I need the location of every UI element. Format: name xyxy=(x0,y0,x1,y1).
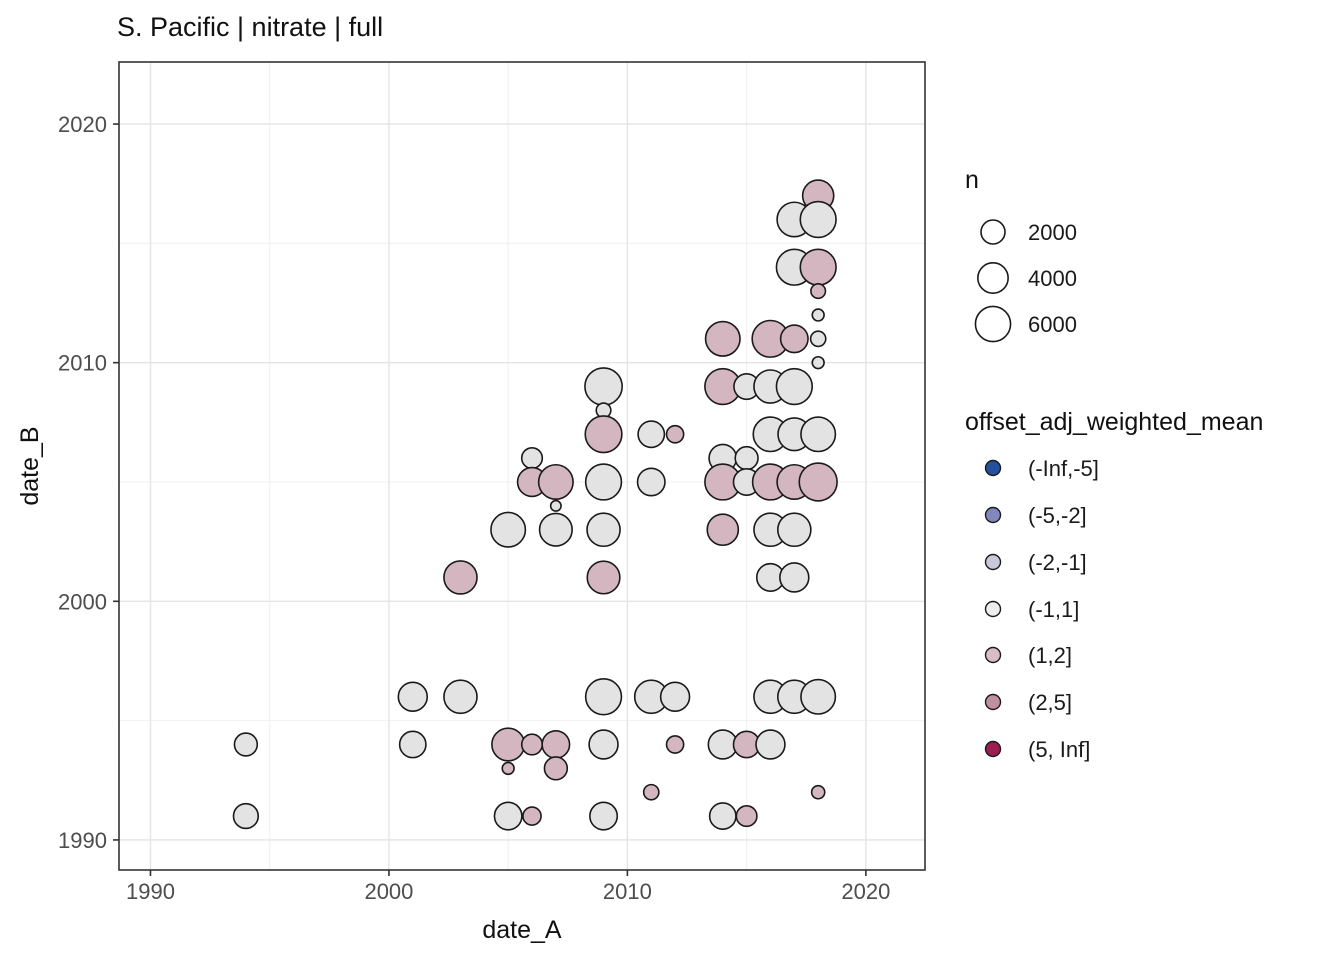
data-point xyxy=(636,467,666,497)
data-point xyxy=(704,320,741,357)
data-point xyxy=(810,784,826,800)
color-legend-label: (-5,-2] xyxy=(1028,503,1087,528)
data-point xyxy=(520,447,544,470)
data-point xyxy=(810,282,827,300)
x-axis-title: date_A xyxy=(482,916,562,944)
y-tick-label: 2010 xyxy=(58,351,107,376)
data-point xyxy=(549,499,562,512)
size-legend-swatch xyxy=(980,219,1006,245)
data-point xyxy=(799,200,837,239)
color-legend-swatch xyxy=(984,506,1002,524)
data-point xyxy=(397,681,429,713)
x-tick-label: 1990 xyxy=(126,879,175,904)
data-point xyxy=(586,512,621,548)
size-legend-swatch xyxy=(974,305,1012,343)
data-point xyxy=(588,729,619,760)
data-point xyxy=(584,367,623,406)
chart-title: S. Pacific | nitrate | full xyxy=(117,12,384,42)
data-point xyxy=(398,730,427,759)
color-legend-label: (-1,1] xyxy=(1028,597,1079,622)
data-point xyxy=(735,804,758,828)
data-point xyxy=(779,562,810,593)
y-tick-label: 2020 xyxy=(58,112,107,137)
size-legend-swatch xyxy=(977,262,1009,294)
data-point xyxy=(642,783,660,801)
color-legend-swatch xyxy=(984,693,1002,711)
data-point xyxy=(493,801,523,831)
data-point xyxy=(522,806,542,826)
data-point xyxy=(811,308,825,322)
color-legend-swatch xyxy=(984,553,1002,571)
data-point xyxy=(706,513,740,547)
color-legend-label: (-2,-1] xyxy=(1028,550,1087,575)
data-point xyxy=(798,462,838,502)
y-tick-label: 2000 xyxy=(58,589,107,614)
data-point xyxy=(589,801,619,831)
data-point xyxy=(659,681,691,713)
color-legend-swatch xyxy=(984,646,1002,664)
data-point xyxy=(584,678,623,716)
color-legend-label: (2,5] xyxy=(1028,690,1072,715)
data-point xyxy=(543,756,569,781)
data-point xyxy=(755,729,786,760)
data-point xyxy=(232,802,260,830)
size-legend-label: 6000 xyxy=(1028,312,1077,337)
x-tick-label: 2020 xyxy=(841,879,890,904)
color-legend-label: (-Inf,-5] xyxy=(1028,456,1099,481)
data-point xyxy=(665,735,685,754)
color-legend-title: offset_adj_weighted_mean xyxy=(965,408,1264,436)
data-point xyxy=(490,511,527,548)
data-point xyxy=(541,729,571,759)
data-point xyxy=(779,324,809,354)
data-point xyxy=(734,445,759,471)
data-point xyxy=(775,367,814,406)
data-point xyxy=(800,416,837,453)
y-axis-title: date_B xyxy=(16,426,44,506)
data-point xyxy=(584,463,623,501)
data-point xyxy=(443,560,478,595)
x-tick-label: 2000 xyxy=(364,879,413,904)
data-point xyxy=(811,355,825,370)
data-point xyxy=(665,424,685,444)
data-point xyxy=(584,415,623,454)
color-legend-swatch xyxy=(984,459,1002,477)
data-point xyxy=(637,420,666,449)
data-point xyxy=(538,512,573,547)
size-legend-title: n xyxy=(965,166,979,194)
data-point xyxy=(233,732,259,757)
data-point xyxy=(537,463,574,501)
x-tick-label: 2010 xyxy=(603,879,652,904)
y-tick-label: 1990 xyxy=(58,828,107,853)
data-point xyxy=(708,802,737,831)
data-point xyxy=(491,727,526,762)
color-legend-label: (1,2] xyxy=(1028,643,1072,668)
color-legend-label: (5, Inf] xyxy=(1028,737,1090,762)
data-point xyxy=(799,248,837,286)
color-legend-swatch xyxy=(984,600,1002,618)
data-point xyxy=(800,678,837,715)
size-legend-label: 4000 xyxy=(1028,266,1077,291)
data-point xyxy=(809,330,827,348)
panel-border xyxy=(118,61,926,871)
data-point xyxy=(443,679,478,715)
data-point xyxy=(586,560,621,595)
data-point xyxy=(520,733,544,756)
size-legend-label: 2000 xyxy=(1028,220,1077,245)
color-legend-swatch xyxy=(984,740,1002,758)
data-point xyxy=(776,512,812,548)
data-point xyxy=(501,761,515,776)
